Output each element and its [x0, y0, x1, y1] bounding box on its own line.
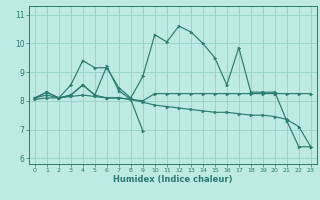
X-axis label: Humidex (Indice chaleur): Humidex (Indice chaleur)	[113, 175, 233, 184]
